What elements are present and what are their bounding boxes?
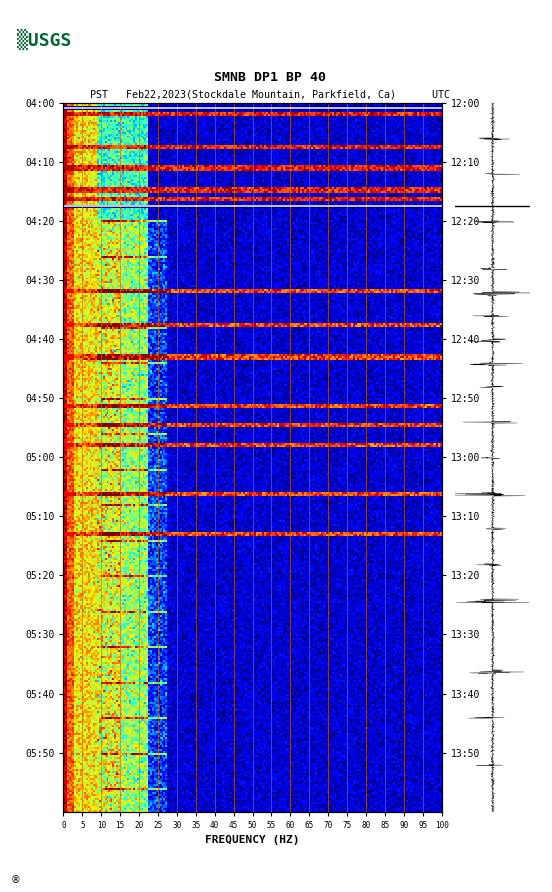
Text: SMNB DP1 BP 40: SMNB DP1 BP 40 [215,70,326,84]
Text: ®: ® [11,875,21,885]
Text: ▒USGS: ▒USGS [17,29,71,50]
Text: PST   Feb22,2023(Stockdale Mountain, Parkfield, Ca)      UTC: PST Feb22,2023(Stockdale Mountain, Parkf… [91,90,450,100]
X-axis label: FREQUENCY (HZ): FREQUENCY (HZ) [205,835,300,846]
